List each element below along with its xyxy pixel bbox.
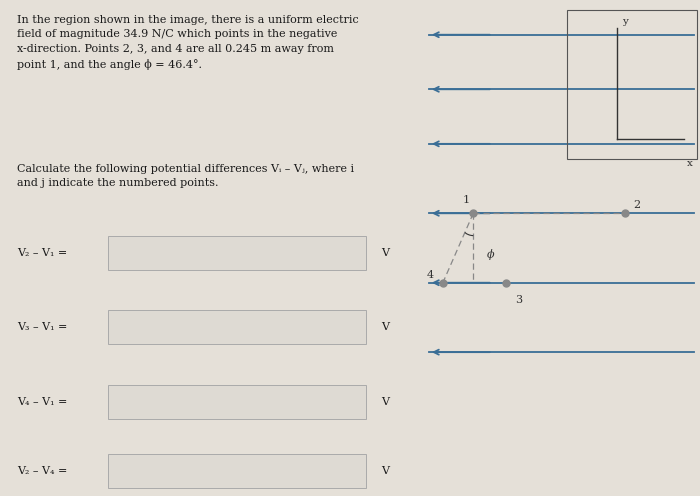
Text: ϕ: ϕ xyxy=(487,249,495,260)
Text: V₂ – V₄ =: V₂ – V₄ = xyxy=(18,466,68,476)
Text: V₃ – V₁ =: V₃ – V₁ = xyxy=(18,322,68,332)
Text: V: V xyxy=(381,248,389,258)
Text: Calculate the following potential differences Vᵢ – Vⱼ, where i
and j indicate th: Calculate the following potential differ… xyxy=(18,164,354,188)
FancyBboxPatch shape xyxy=(108,310,366,344)
Text: x: x xyxy=(687,159,693,168)
Text: V₂ – V₁ =: V₂ – V₁ = xyxy=(18,248,67,258)
Text: y: y xyxy=(622,17,628,26)
Text: 3: 3 xyxy=(514,295,522,305)
FancyBboxPatch shape xyxy=(108,236,366,270)
Text: V: V xyxy=(381,466,389,476)
Text: 2: 2 xyxy=(634,200,640,210)
Text: V: V xyxy=(381,397,389,407)
Text: 4: 4 xyxy=(426,270,433,280)
Text: In the region shown in the image, there is a uniform electric
field of magnitude: In the region shown in the image, there … xyxy=(18,15,359,69)
Text: 1: 1 xyxy=(462,195,469,205)
Text: V₄ – V₁ =: V₄ – V₁ = xyxy=(18,397,68,407)
Text: V: V xyxy=(381,322,389,332)
FancyBboxPatch shape xyxy=(108,454,366,488)
FancyBboxPatch shape xyxy=(108,385,366,419)
Bar xyxy=(567,10,697,159)
